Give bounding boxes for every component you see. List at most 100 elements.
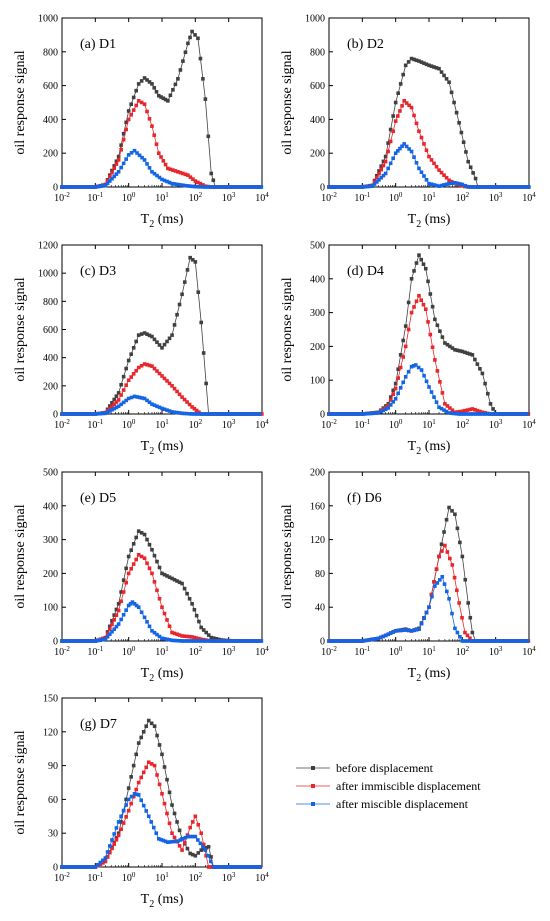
data-point [157,596,162,601]
data-point [434,66,439,70]
data-point [142,158,147,162]
data-point [379,175,384,180]
data-point [124,797,128,802]
data-point [232,412,236,416]
data-point [511,639,516,643]
data-point [224,185,229,189]
series-line [62,761,260,868]
series-line [329,544,529,642]
data-point [461,140,466,145]
data-point [463,577,468,582]
data-point [437,184,441,188]
series-line [329,58,527,188]
data-point [440,549,444,553]
x-tick-label: 104 [255,871,269,884]
data-point [470,630,475,635]
data-point [131,108,136,112]
data-point [110,629,114,634]
data-point [374,173,379,178]
data-point [72,412,76,416]
data-point [465,408,470,412]
data-point [160,752,164,757]
data-point [423,307,428,312]
data-point [351,639,355,643]
data-point [175,579,179,583]
data-point [209,855,213,859]
data-point [177,828,182,833]
data-point [67,639,71,643]
data-point [257,412,262,416]
data-point [430,345,435,350]
data-point [81,639,86,643]
data-point [252,639,257,643]
y-tick-label: 0 [53,410,58,421]
data-point [480,185,485,189]
data-point [141,770,146,775]
data-point [126,808,131,813]
data-point [84,185,88,189]
data-point [139,798,144,803]
data-point [435,369,440,373]
data-point [98,860,103,865]
data-point [86,865,90,869]
data-point [417,627,421,631]
data-point [236,412,241,416]
data-point [167,638,172,642]
x-tick-label: 104 [522,418,536,431]
series-line [62,363,262,415]
data-point [105,631,110,636]
data-point [435,581,440,585]
y-tick-label: 0 [320,637,325,648]
data-point [503,185,508,189]
data-point [121,374,126,379]
data-point [367,411,371,416]
data-point [114,394,119,398]
data-point [201,842,206,847]
data-point [365,411,369,416]
data-point [419,368,424,372]
data-point [515,185,520,189]
data-point [460,615,464,620]
data-point [458,540,462,545]
data-point [172,638,177,643]
series-2 [327,99,531,189]
data-point [182,397,187,402]
y-tick-label: 0 [320,183,325,194]
data-point [424,148,429,153]
data-point [91,865,95,869]
data-point [177,411,182,415]
data-point [209,635,214,640]
data-point [494,185,499,189]
y-tick-label: 0 [53,183,58,194]
data-point [88,185,93,189]
data-point [199,625,204,630]
data-point [483,381,487,386]
data-point [233,185,238,189]
data-point [119,617,123,622]
data-point [119,148,123,152]
data-point [64,412,69,416]
data-point [119,143,123,147]
data-point [413,363,418,367]
data-point [180,411,184,416]
data-point [442,73,446,78]
data-point [487,185,492,189]
data-point [201,628,206,632]
data-point [185,268,190,272]
data-point [191,184,195,189]
data-point [160,791,164,796]
data-point [129,801,133,806]
data-point [209,171,214,176]
data-point [110,400,114,405]
data-point [455,526,460,531]
data-point [116,398,121,402]
data-point [497,639,502,643]
data-point [377,178,381,182]
data-point [378,409,383,414]
data-point [187,412,192,416]
y-tick-label: 400 [43,501,58,512]
data-point [437,554,441,559]
data-point [367,638,371,642]
data-point [147,566,152,571]
data-point [149,721,154,726]
